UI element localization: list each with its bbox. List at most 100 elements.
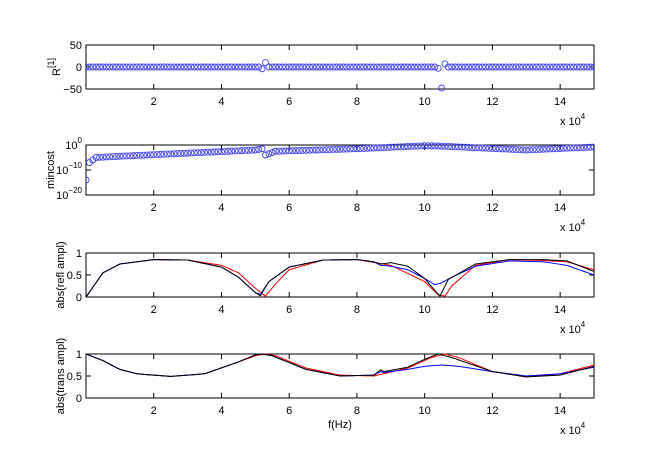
x-tick-label: 2 bbox=[151, 405, 157, 417]
data-point bbox=[143, 151, 151, 159]
data-point bbox=[201, 63, 208, 71]
data-point bbox=[499, 145, 507, 153]
data-point bbox=[204, 148, 212, 156]
data-point bbox=[312, 63, 320, 71]
data-point bbox=[472, 63, 479, 71]
data-point bbox=[163, 150, 171, 158]
subplot-2: 2 4 6 8 10 12 14 10−20 10−10 100 x 104 mincost bbox=[45, 136, 595, 234]
data-point bbox=[556, 63, 564, 71]
data-point bbox=[417, 142, 425, 150]
data-point bbox=[224, 147, 232, 155]
data-point bbox=[438, 142, 446, 150]
plot-area bbox=[86, 259, 594, 298]
data-point bbox=[265, 63, 273, 71]
data-point bbox=[221, 63, 229, 71]
data-point bbox=[143, 63, 151, 71]
data-point bbox=[546, 145, 554, 153]
data-point bbox=[583, 63, 591, 71]
x-tick-label: 4 bbox=[218, 202, 224, 214]
x-tick-label: 12 bbox=[486, 304, 498, 316]
data-point bbox=[373, 63, 381, 71]
data-point bbox=[549, 145, 557, 153]
data-point bbox=[153, 151, 161, 158]
data-point bbox=[553, 145, 561, 153]
data-point bbox=[421, 63, 429, 71]
x-tick-label: 4 bbox=[218, 405, 224, 417]
data-point bbox=[539, 63, 547, 71]
data-point bbox=[326, 146, 334, 154]
data-point bbox=[106, 153, 114, 161]
data-point bbox=[529, 146, 537, 154]
data-point bbox=[275, 147, 283, 155]
data-point bbox=[96, 153, 103, 161]
data-point bbox=[113, 152, 120, 160]
data-point bbox=[370, 144, 378, 152]
data-point bbox=[92, 154, 100, 161]
data-point bbox=[458, 63, 466, 71]
data-point bbox=[488, 63, 496, 71]
data-point bbox=[329, 146, 337, 153]
data-point bbox=[126, 152, 134, 160]
data-point bbox=[560, 144, 567, 152]
y-tick-label: 0.5 bbox=[67, 371, 82, 383]
data-point bbox=[109, 153, 117, 161]
data-point bbox=[380, 63, 388, 71]
data-point bbox=[482, 144, 490, 152]
data-point bbox=[411, 63, 418, 71]
plot-area bbox=[86, 59, 594, 92]
data-point bbox=[187, 63, 195, 71]
x-tick-label: 12 bbox=[486, 405, 498, 417]
data-point bbox=[478, 63, 486, 71]
data-point bbox=[444, 143, 452, 150]
data-point bbox=[563, 63, 571, 71]
data-point bbox=[241, 147, 249, 154]
data-point bbox=[241, 63, 249, 71]
data-point bbox=[278, 63, 286, 71]
data-point bbox=[214, 148, 222, 156]
data-point bbox=[468, 144, 476, 151]
data-point bbox=[427, 63, 435, 71]
data-point bbox=[522, 146, 530, 154]
x-tick-label: 10 bbox=[419, 202, 431, 214]
x-tick-label: 10 bbox=[419, 304, 431, 316]
data-point bbox=[211, 63, 219, 71]
data-point bbox=[499, 63, 507, 71]
data-point bbox=[248, 63, 256, 71]
data-point bbox=[394, 143, 402, 151]
data-point bbox=[370, 63, 378, 71]
data-point bbox=[146, 63, 154, 71]
data-point bbox=[424, 63, 432, 71]
subplot-1: 2 4 6 8 10 12 14 −50 0 50 x 104 R[1] bbox=[46, 40, 595, 128]
data-point bbox=[99, 153, 107, 161]
data-point bbox=[255, 145, 263, 153]
data-point bbox=[427, 142, 435, 150]
data-point bbox=[89, 63, 97, 71]
data-point bbox=[218, 63, 225, 71]
y-tick-label: 0 bbox=[76, 62, 82, 74]
y-tick-label: 100 bbox=[65, 136, 82, 152]
data-point bbox=[411, 142, 418, 150]
data-point bbox=[180, 149, 188, 157]
x-tick-label: 14 bbox=[554, 304, 566, 316]
y-tick-label: 0.5 bbox=[67, 270, 82, 282]
subplot-4: 2 4 6 8 10 12 14 0 0.5 1 x 104 abs(trans ampl) f(Hz) bbox=[55, 338, 595, 437]
data-point bbox=[536, 63, 544, 71]
data-point bbox=[272, 147, 280, 155]
data-point bbox=[512, 146, 520, 153]
data-point bbox=[532, 146, 540, 154]
data-point bbox=[224, 63, 232, 71]
data-point bbox=[231, 63, 239, 71]
data-point bbox=[129, 63, 137, 71]
data-point bbox=[461, 143, 469, 151]
data-point bbox=[190, 63, 198, 71]
subplot-3: 2 4 6 8 10 12 14 0 0.5 1 x 104 abs(refl ampl) bbox=[55, 241, 595, 336]
data-point bbox=[512, 63, 520, 71]
data-point bbox=[119, 152, 127, 160]
data-point bbox=[214, 63, 222, 71]
data-point bbox=[150, 63, 158, 71]
data-point bbox=[516, 63, 523, 71]
data-point bbox=[509, 63, 517, 71]
data-point bbox=[421, 142, 429, 150]
data-point bbox=[495, 145, 503, 153]
